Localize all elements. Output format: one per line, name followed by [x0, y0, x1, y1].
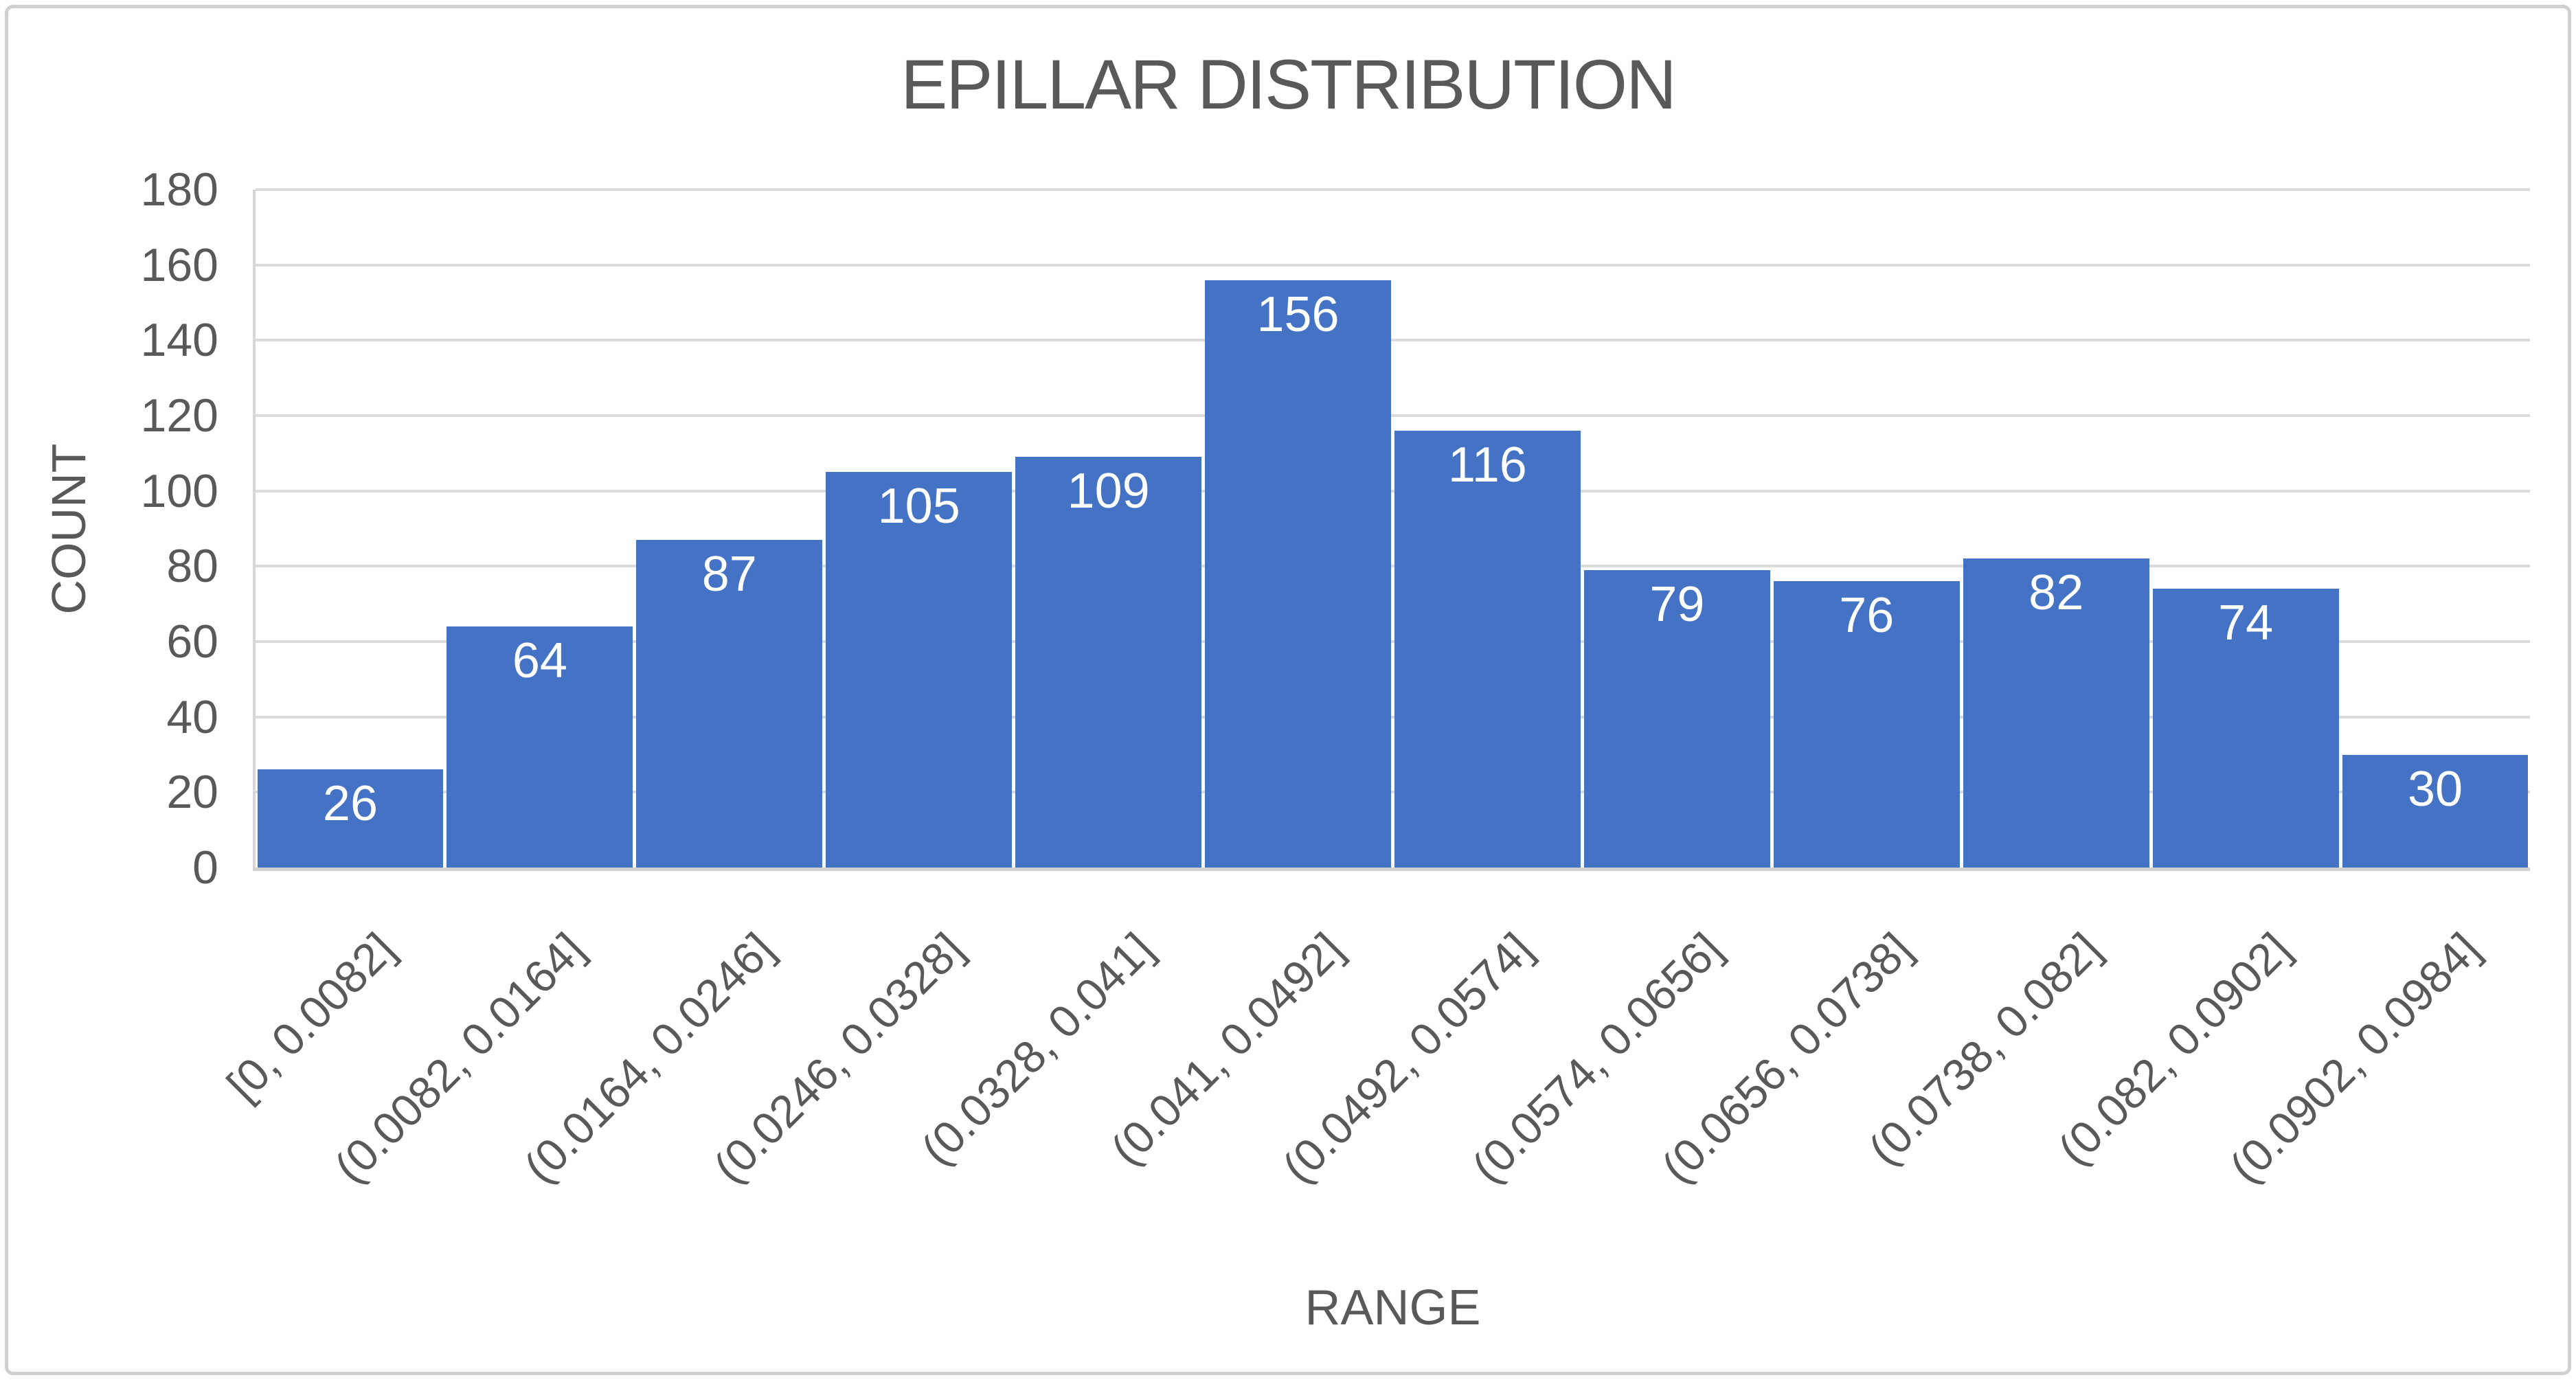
bar [447, 626, 633, 868]
chart-title: EPILLAR DISTRIBUTION [901, 45, 1677, 124]
gridline [256, 489, 2530, 493]
gridline [256, 791, 2530, 794]
gridline [256, 565, 2530, 568]
y-axis-title: COUNT [42, 443, 95, 615]
y-tick-label: 0 [192, 841, 218, 894]
bar [1963, 558, 2149, 868]
bar [2342, 754, 2529, 868]
bar [1773, 581, 1960, 868]
y-tick-label: 160 [140, 238, 218, 291]
y-tick-label: 100 [140, 464, 218, 517]
y-tick-label: 60 [166, 615, 218, 668]
bar [257, 769, 444, 868]
bar [826, 472, 1013, 868]
y-tick-label: 20 [166, 766, 218, 819]
y-tick-label: 140 [140, 314, 218, 367]
gridline [256, 263, 2530, 267]
gridline [256, 640, 2530, 643]
bar [636, 539, 823, 868]
bar [1015, 457, 1202, 868]
y-tick-label: 120 [140, 389, 218, 442]
gridline [256, 715, 2530, 719]
bar [1394, 430, 1581, 868]
x-tick-label: [0, 0.0082] [216, 923, 405, 1111]
bar [2152, 589, 2339, 868]
gridline [256, 188, 2530, 191]
x-axis-line [253, 868, 2530, 871]
bar [1583, 569, 1770, 868]
y-tick-label: 180 [140, 163, 218, 216]
x-axis-title: RANGE [1304, 1280, 1481, 1335]
y-tick-label: 40 [166, 690, 218, 743]
gridline [256, 339, 2530, 342]
y-axis-line [253, 190, 256, 871]
y-tick-label: 80 [166, 540, 218, 593]
gridline [256, 414, 2530, 417]
bar [1205, 280, 1391, 868]
